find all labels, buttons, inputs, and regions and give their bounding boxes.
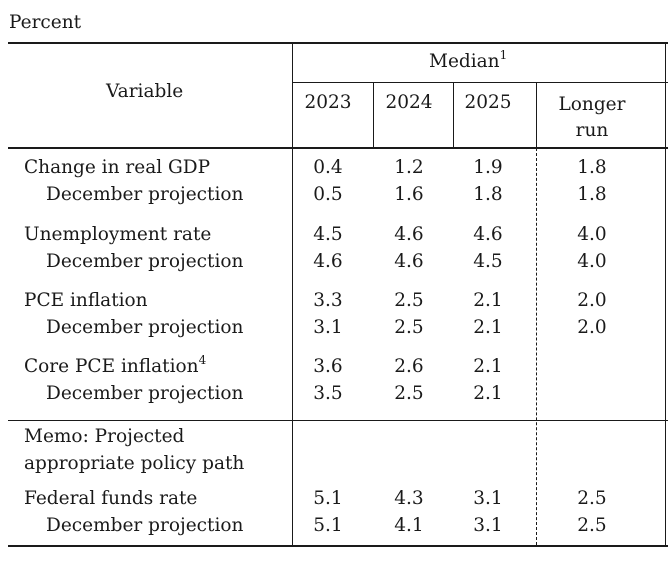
row-label: PCE inflation — [24, 290, 148, 311]
cell-2023: 5.1 — [313, 515, 343, 536]
cell-longer-run: 2.5 — [577, 515, 607, 536]
row-label: December projection — [46, 251, 244, 272]
cell-2025: 3.1 — [473, 515, 503, 536]
variable-header: Variable — [106, 81, 184, 102]
median-footnote-marker: 1 — [499, 48, 508, 62]
row-label: Federal funds rate — [24, 488, 198, 509]
cell-longer-run: 4.0 — [577, 224, 607, 245]
cell-2024: 4.1 — [394, 515, 424, 536]
cell-2024: 4.6 — [394, 251, 424, 272]
longer-run-header: Longer run — [554, 92, 630, 144]
cell-2024: 4.3 — [394, 488, 424, 509]
cell-2024: 1.6 — [394, 184, 424, 205]
cell-2023: 5.1 — [313, 488, 343, 509]
memo-line1: Memo: Projected — [24, 426, 185, 447]
median-label: Median — [429, 51, 500, 72]
table-top-rule — [8, 42, 668, 44]
table-bottom-rule — [8, 545, 668, 547]
cell-2023: 3.3 — [313, 290, 343, 311]
variable-column-divider — [292, 42, 293, 547]
year-header-2025: 2025 — [464, 92, 512, 113]
cell-2025: 2.1 — [473, 383, 503, 404]
cell-2025: 4.5 — [473, 251, 503, 272]
median-underline — [292, 82, 668, 83]
cell-2025: 1.9 — [473, 157, 503, 178]
cell-2025: 2.1 — [473, 290, 503, 311]
row-label-text: Core PCE inflation — [24, 356, 199, 377]
cell-2023: 4.5 — [313, 224, 343, 245]
year-header-2024: 2024 — [385, 92, 433, 113]
cell-2024: 2.5 — [394, 317, 424, 338]
memo-line2: appropriate policy path — [24, 453, 245, 474]
cell-2024: 4.6 — [394, 224, 424, 245]
row-label: December projection — [46, 515, 244, 536]
unit-label: Percent — [9, 12, 82, 33]
cell-longer-run: 1.8 — [577, 157, 607, 178]
cell-2025: 3.1 — [473, 488, 503, 509]
cell-2023: 0.5 — [313, 184, 343, 205]
cell-2023: 0.4 — [313, 157, 343, 178]
longer-run-dashed-divider — [536, 148, 537, 545]
cell-2025: 2.1 — [473, 356, 503, 377]
cell-longer-run: 4.0 — [577, 251, 607, 272]
cell-2024: 1.2 — [394, 157, 424, 178]
row-label: December projection — [46, 184, 244, 205]
cell-2025: 1.8 — [473, 184, 503, 205]
row-label: December projection — [46, 383, 244, 404]
longer-run-line2: run — [575, 120, 609, 141]
row-label: Unemployment rate — [24, 224, 212, 245]
cell-2023: 3.5 — [313, 383, 343, 404]
year-divider-longer-run — [536, 83, 537, 148]
cell-longer-run: 1.8 — [577, 184, 607, 205]
cell-2025: 2.1 — [473, 317, 503, 338]
memo-heading: Memo: Projected appropriate policy path — [24, 423, 244, 477]
cell-2023: 3.1 — [313, 317, 343, 338]
row-label: Core PCE inflation4 — [24, 353, 207, 377]
longer-run-line1: Longer — [558, 94, 626, 115]
cell-2023: 3.6 — [313, 356, 343, 377]
cell-2024: 2.5 — [394, 290, 424, 311]
footnote-marker: 4 — [198, 353, 207, 367]
row-label: December projection — [46, 317, 244, 338]
median-header: Median1 — [429, 48, 508, 72]
cell-longer-run: 2.0 — [577, 290, 607, 311]
cell-2025: 4.6 — [473, 224, 503, 245]
header-bottom-rule — [8, 147, 668, 149]
row-label: Change in real GDP — [24, 157, 211, 178]
memo-top-rule — [8, 420, 668, 421]
cell-2024: 2.5 — [394, 383, 424, 404]
cell-longer-run: 2.0 — [577, 317, 607, 338]
year-divider-2025 — [453, 83, 454, 148]
cell-longer-run: 2.5 — [577, 488, 607, 509]
year-divider-2024 — [373, 83, 374, 148]
year-header-2023: 2023 — [304, 92, 352, 113]
right-edge-divider — [665, 42, 666, 547]
cell-2024: 2.6 — [394, 356, 424, 377]
cell-2023: 4.6 — [313, 251, 343, 272]
